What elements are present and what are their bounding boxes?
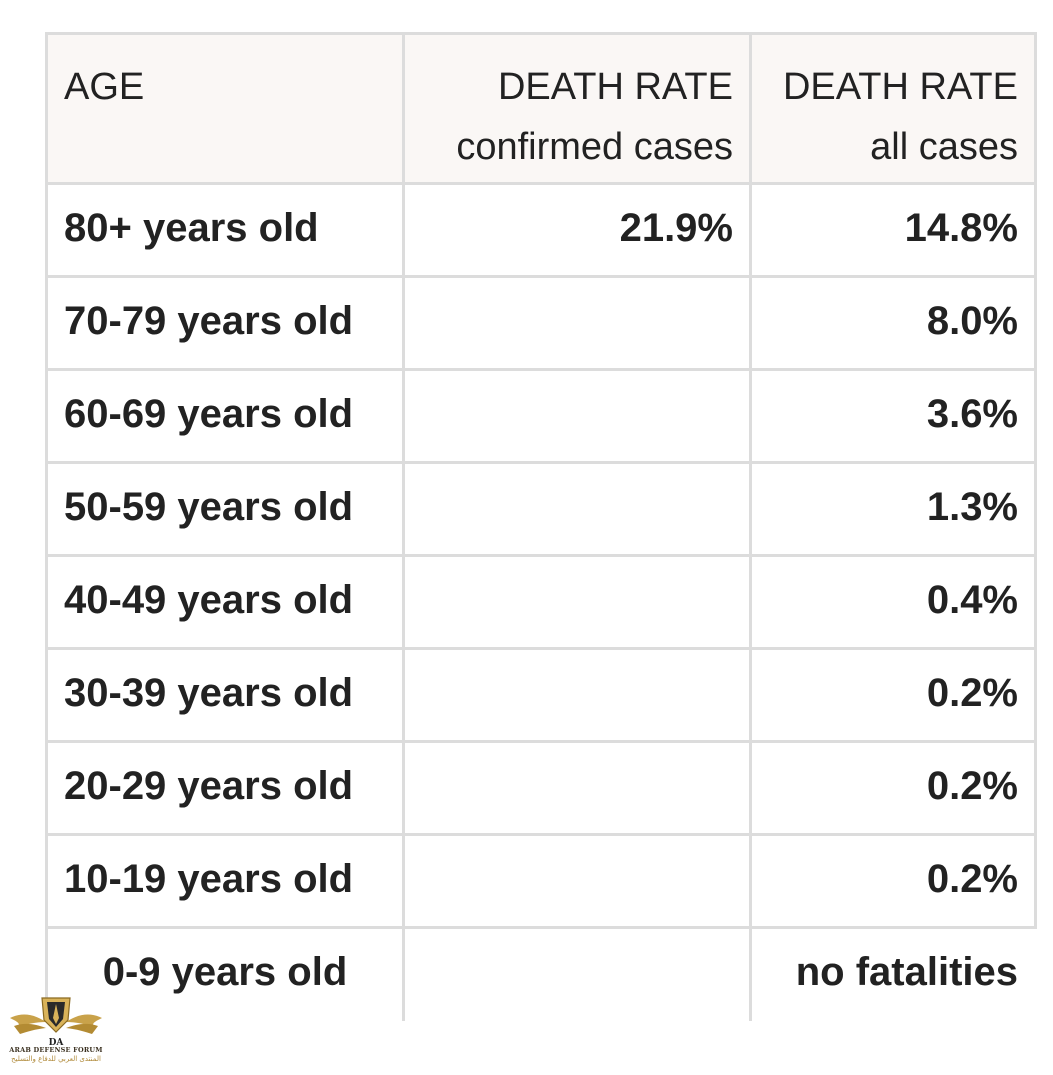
arab-defense-forum-watermark: DA ARAB DEFENSE FORUM المنتدى العربي للد… — [6, 992, 106, 1072]
death-rate-table: AGE DEATH RATE confirmed cases DEATH RAT… — [45, 32, 1037, 1021]
all-rate-cell: 1.3% — [749, 461, 1037, 557]
table-row: 10-19 years old 0.2% — [45, 833, 1037, 929]
confirmed-rate-cell — [402, 461, 752, 557]
table-row: 0-9 years old no fatalities — [45, 926, 1037, 1021]
header-confirmed-line2: confirmed cases — [456, 126, 733, 168]
all-rate-cell: 8.0% — [749, 275, 1037, 371]
death-rate-table-container: AGE DEATH RATE confirmed cases DEATH RAT… — [45, 32, 1037, 1021]
age-cell: 50-59 years old — [45, 461, 405, 557]
table-row: 70-79 years old 8.0% — [45, 275, 1037, 371]
logo-name: ARAB DEFENSE FORUM — [9, 1046, 103, 1054]
age-cell: 0-9 years old — [45, 926, 405, 1021]
header-age-label: AGE — [64, 66, 145, 108]
age-cell: 80+ years old — [45, 182, 405, 278]
confirmed-rate-cell — [402, 275, 752, 371]
confirmed-rate-cell — [402, 368, 752, 464]
age-cell: 10-19 years old — [45, 833, 405, 929]
header-all-line2: all cases — [870, 126, 1018, 168]
age-cell: 40-49 years old — [45, 554, 405, 650]
age-cell: 20-29 years old — [45, 740, 405, 836]
all-rate-cell: 14.8% — [749, 182, 1037, 278]
confirmed-rate-cell — [402, 554, 752, 650]
all-rate-cell: 0.4% — [749, 554, 1037, 650]
header-death-rate-confirmed: DEATH RATE confirmed cases — [402, 32, 752, 185]
header-age: AGE — [45, 32, 405, 185]
header-death-rate-all: DEATH RATE all cases — [749, 32, 1037, 185]
confirmed-rate-cell — [402, 833, 752, 929]
all-rate-cell: no fatalities — [749, 926, 1037, 1021]
all-rate-cell: 0.2% — [749, 833, 1037, 929]
table-row: 20-29 years old 0.2% — [45, 740, 1037, 836]
winged-shield-logo-icon: DA — [10, 997, 102, 1048]
confirmed-rate-cell — [402, 926, 752, 1021]
header-all-line1: DEATH RATE — [782, 66, 1018, 108]
table-row: 60-69 years old 3.6% — [45, 368, 1037, 464]
confirmed-rate-cell — [402, 740, 752, 836]
age-cell: 70-79 years old — [45, 275, 405, 371]
age-cell: 60-69 years old — [45, 368, 405, 464]
confirmed-rate-cell — [402, 647, 752, 743]
table-row: 40-49 years old 0.4% — [45, 554, 1037, 650]
age-cell: 30-39 years old — [45, 647, 405, 743]
logo-arabic-name: المنتدى العربي للدفاع والتسليح — [11, 1055, 101, 1063]
all-rate-cell: 0.2% — [749, 740, 1037, 836]
table-row: 30-39 years old 0.2% — [45, 647, 1037, 743]
header-confirmed-line1: DEATH RATE — [497, 66, 733, 108]
confirmed-rate-cell: 21.9% — [402, 182, 752, 278]
table-row: 50-59 years old 1.3% — [45, 461, 1037, 557]
all-rate-cell: 3.6% — [749, 368, 1037, 464]
all-rate-cell: 0.2% — [749, 647, 1037, 743]
logo-monogram: DA — [49, 1038, 65, 1048]
table-header-row: AGE DEATH RATE confirmed cases DEATH RAT… — [45, 32, 1037, 185]
table-row: 80+ years old 21.9% 14.8% — [45, 182, 1037, 278]
